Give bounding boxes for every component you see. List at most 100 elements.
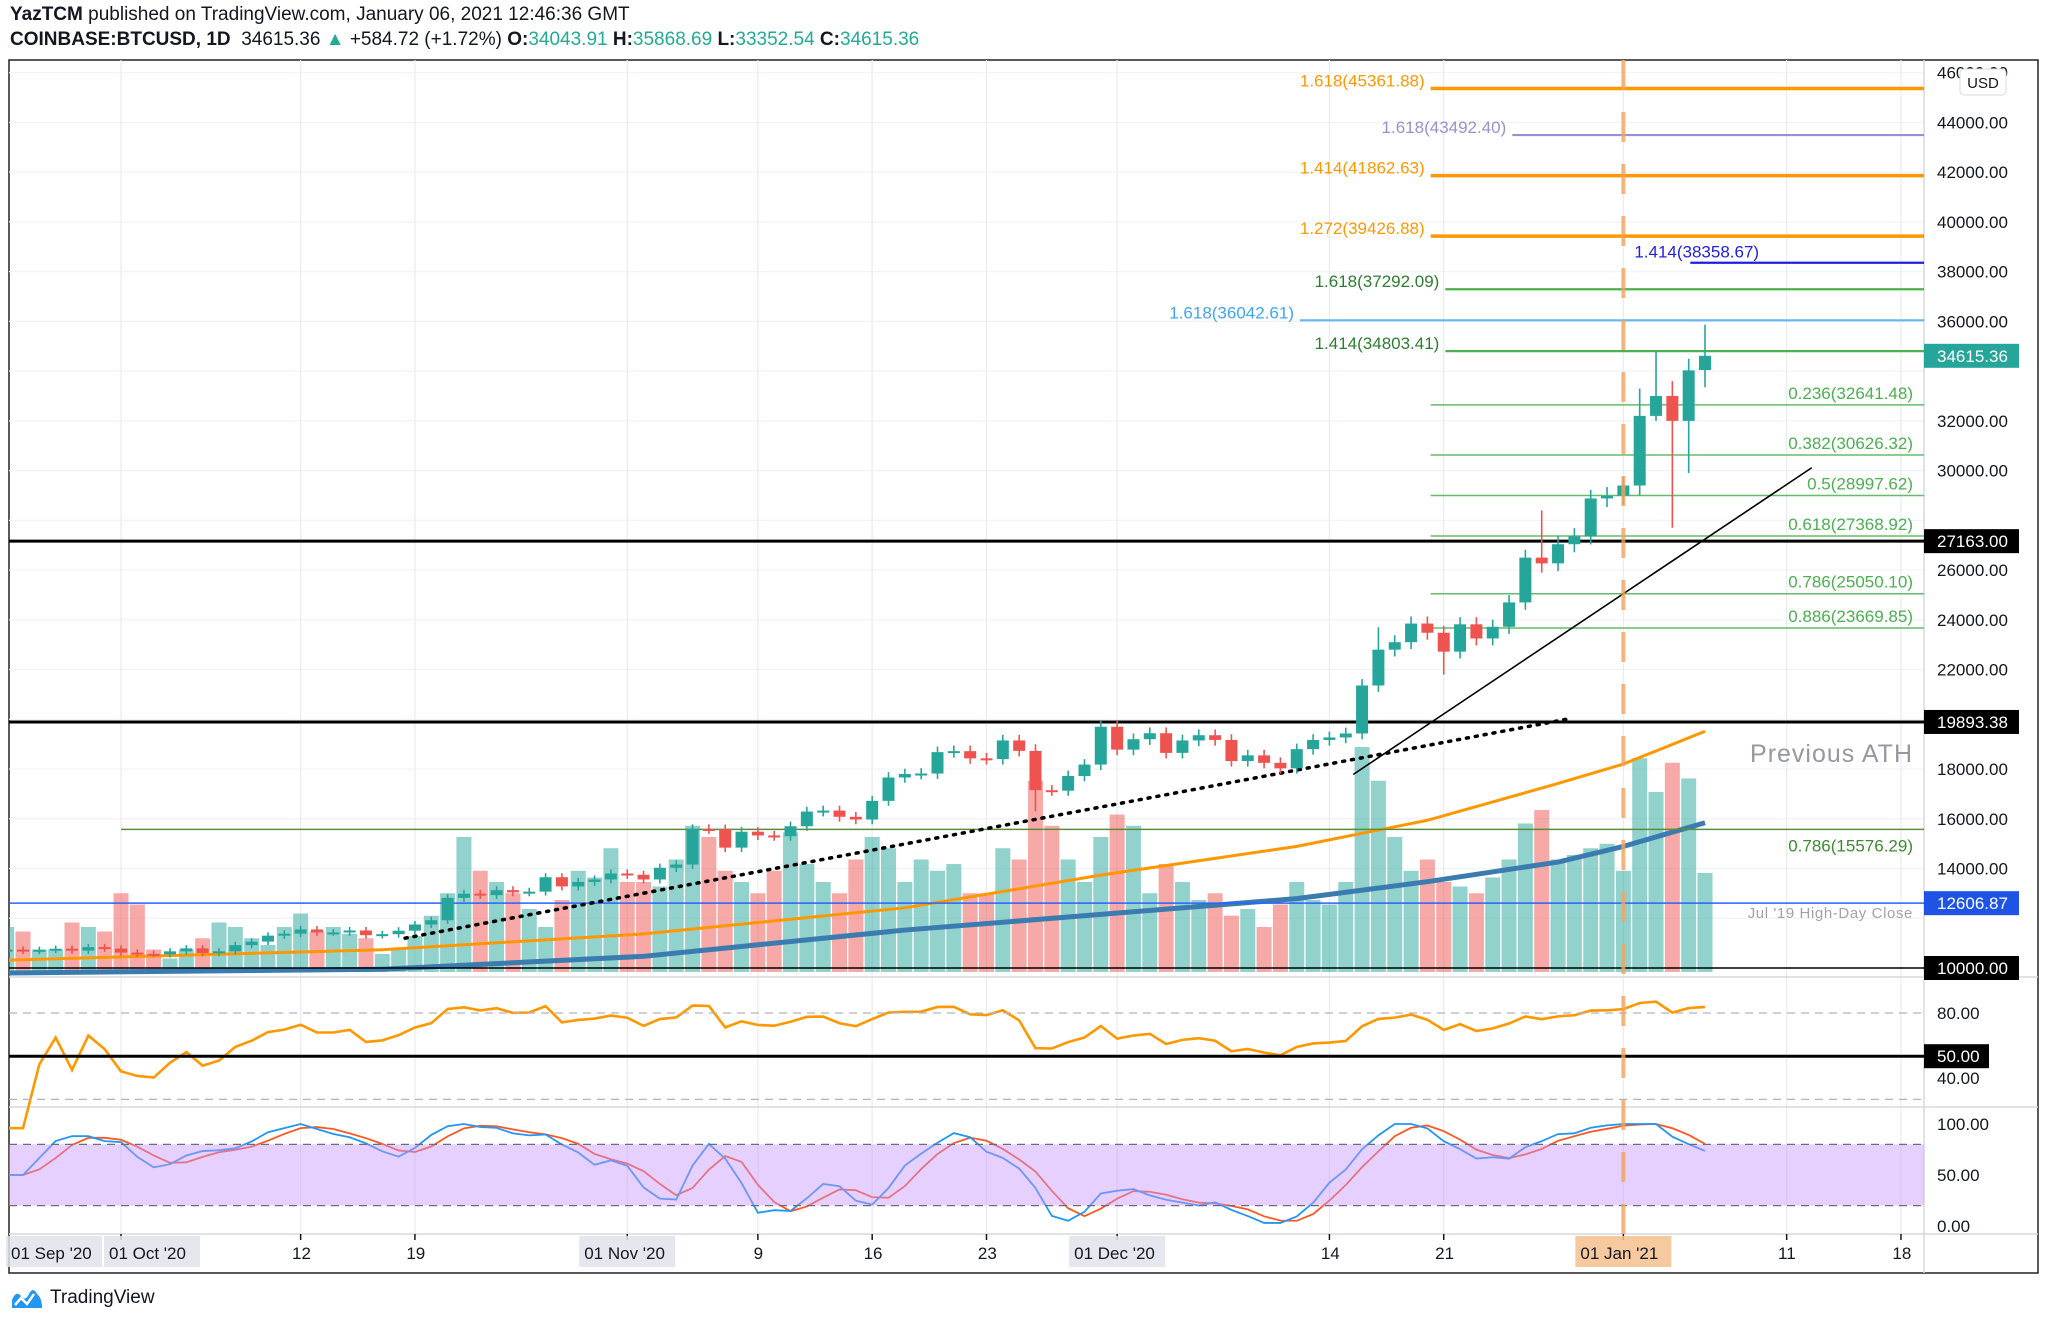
candle-up[interactable] <box>212 951 225 954</box>
candle-up[interactable] <box>457 893 470 898</box>
candle-up[interactable] <box>1 949 13 952</box>
candle-up[interactable] <box>392 930 405 935</box>
candle-down[interactable] <box>115 948 127 953</box>
candle-up[interactable] <box>1356 685 1369 734</box>
candle-up[interactable] <box>261 935 274 942</box>
candle-up[interactable] <box>604 873 617 880</box>
candle-up[interactable] <box>882 777 895 801</box>
candle-up[interactable] <box>408 924 421 931</box>
candle-down[interactable] <box>1535 557 1548 564</box>
candle-up[interactable] <box>82 947 95 951</box>
candle-up[interactable] <box>1143 733 1156 740</box>
candle-down[interactable] <box>1225 739 1238 762</box>
candle-down[interactable] <box>1437 632 1450 652</box>
candle-up[interactable] <box>49 948 62 951</box>
dotted-trendline[interactable] <box>403 717 1568 940</box>
candle-down[interactable] <box>474 893 487 896</box>
candle-up[interactable] <box>800 811 813 827</box>
candle-up[interactable] <box>670 864 683 868</box>
candle-up[interactable] <box>1339 733 1352 738</box>
candle-up[interactable] <box>1192 735 1205 741</box>
candle-up[interactable] <box>686 828 699 865</box>
candle-up[interactable] <box>180 948 193 952</box>
candle-up[interactable] <box>1519 557 1532 603</box>
candle-up[interactable] <box>1503 602 1516 627</box>
candle-down[interactable] <box>1013 740 1026 751</box>
candle-up[interactable] <box>229 945 242 952</box>
candle-up[interactable] <box>343 930 356 933</box>
candle-up[interactable] <box>1568 536 1581 545</box>
candle-down[interactable] <box>359 930 372 936</box>
currency-label[interactable]: USD <box>1967 75 1999 92</box>
candle-down[interactable] <box>849 816 862 820</box>
candle-up[interactable] <box>1372 649 1385 686</box>
tradingview-logo[interactable]: TradingView <box>10 1286 155 1310</box>
candle-up[interactable] <box>866 800 879 820</box>
solid-trendline[interactable] <box>1353 467 1812 775</box>
candle-down[interactable] <box>1029 750 1042 791</box>
candle-up[interactable] <box>1552 544 1565 564</box>
candle-down[interactable] <box>1160 733 1173 753</box>
candle-up[interactable] <box>1650 395 1663 416</box>
candle-up[interactable] <box>817 810 830 813</box>
candle-down[interactable] <box>1421 623 1434 633</box>
candle-up[interactable] <box>784 826 797 837</box>
candle-up[interactable] <box>376 934 389 937</box>
author[interactable]: YazTCM <box>10 4 83 25</box>
candle-up[interactable] <box>490 890 503 896</box>
candle-up[interactable] <box>245 941 258 946</box>
candle-up[interactable] <box>278 933 291 936</box>
candle-up[interactable] <box>33 949 46 952</box>
candle-down[interactable] <box>17 949 30 952</box>
candle-up[interactable] <box>1323 737 1336 740</box>
candle-down[interactable] <box>98 947 111 950</box>
candle-up[interactable] <box>539 877 552 892</box>
candle-up[interactable] <box>294 929 307 934</box>
currency-button[interactable] <box>1959 68 2007 96</box>
candle-down[interactable] <box>1111 726 1124 750</box>
candle-up[interactable] <box>1388 642 1401 650</box>
candle-up[interactable] <box>898 774 911 778</box>
candle-up[interactable] <box>588 879 601 882</box>
candle-down[interactable] <box>637 874 650 880</box>
candle-down[interactable] <box>310 929 323 933</box>
candle-up[interactable] <box>915 773 928 776</box>
candle-up[interactable] <box>1584 498 1597 537</box>
candle-up[interactable] <box>425 920 438 925</box>
candle-up[interactable] <box>735 831 748 848</box>
candle-up[interactable] <box>327 932 340 935</box>
candle-up[interactable] <box>163 951 176 955</box>
candle-up[interactable] <box>1682 370 1695 421</box>
candle-down[interactable] <box>980 758 993 761</box>
candle-down[interactable] <box>131 952 144 955</box>
candle-up[interactable] <box>1290 749 1303 769</box>
candle-up[interactable] <box>1486 626 1499 639</box>
candle-down[interactable] <box>555 877 568 887</box>
candle-up[interactable] <box>1094 726 1107 765</box>
candle-down[interactable] <box>147 953 160 956</box>
candle-up[interactable] <box>931 752 944 774</box>
candle-up[interactable] <box>1405 623 1418 643</box>
candle-down[interactable] <box>1470 624 1483 639</box>
candle-up[interactable] <box>947 751 960 754</box>
candle-down[interactable] <box>1045 790 1058 793</box>
candle-down[interactable] <box>506 890 519 893</box>
candle-down[interactable] <box>1274 762 1287 769</box>
candle-down[interactable] <box>964 751 977 759</box>
candle-up[interactable] <box>441 897 454 921</box>
candle-up[interactable] <box>1241 755 1254 762</box>
candle-up[interactable] <box>1633 415 1646 486</box>
candle-up[interactable] <box>1699 355 1712 371</box>
candle-down[interactable] <box>719 829 732 848</box>
candle-up[interactable] <box>1062 776 1075 791</box>
candle-up[interactable] <box>1078 764 1091 777</box>
candle-up[interactable] <box>1601 495 1614 499</box>
candle-up[interactable] <box>523 891 536 894</box>
candle-up[interactable] <box>996 740 1009 760</box>
candle-down[interactable] <box>833 810 846 817</box>
candle-up[interactable] <box>1127 739 1140 750</box>
candle-down[interactable] <box>1209 735 1222 740</box>
candle-down[interactable] <box>66 948 79 951</box>
candle-up[interactable] <box>1307 739 1320 750</box>
